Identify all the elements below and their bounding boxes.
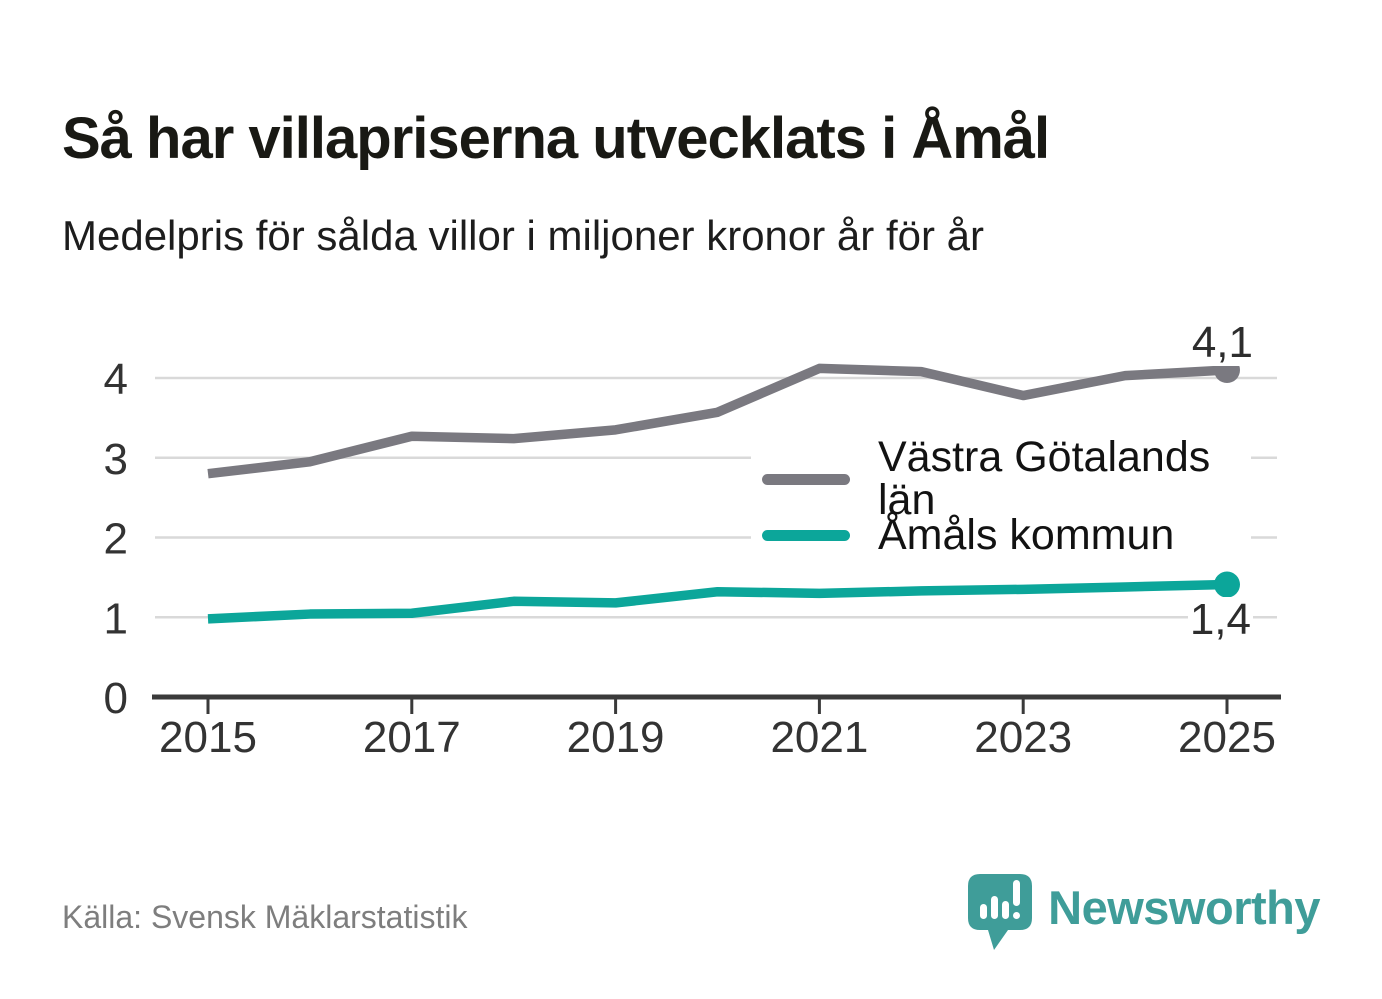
series-line-1	[207, 579, 1228, 624]
y-tick-label-1: 1	[104, 594, 128, 643]
page-title: Så har villapriserna utvecklats i Åmål	[62, 105, 1050, 171]
x-tick-label-2021: 2021	[770, 713, 868, 762]
logo-wordmark: Newsworthy	[1048, 880, 1320, 934]
source-label: Källa: Svensk Mäklarstatistik	[62, 899, 468, 935]
newsworthy-logo: Newsworthy	[968, 874, 1320, 952]
legend-label: Västra Götalands län	[878, 433, 1211, 524]
page-subtitle: Medelpris för sålda villor i miljoner kr…	[62, 212, 984, 259]
y-tick-label-2: 2	[104, 515, 128, 564]
y-tick-label-0: 0	[104, 674, 128, 723]
chart-legend: Västra Götalands län Åmåls kommun	[751, 436, 1251, 566]
y-tick-label-3: 3	[104, 435, 128, 484]
x-tick-label-2019: 2019	[567, 713, 665, 762]
x-tick-label-2015: 2015	[159, 713, 257, 762]
legend-item-amals-kommun: Åmåls kommun	[751, 507, 1251, 563]
x-tick-label-2023: 2023	[974, 713, 1072, 762]
legend-item-vastra-gotalands-lan: Västra Götalands län	[751, 436, 1251, 522]
speech-bubble-chart-icon	[968, 874, 1033, 950]
end-value-label-vastra: 4,1	[1189, 318, 1255, 367]
end-value-label-amal: 1,4	[1187, 595, 1253, 644]
legend-swatch-gray-line	[762, 473, 850, 485]
series-end-dot-1	[1214, 571, 1240, 598]
y-tick-label-4: 4	[104, 355, 128, 404]
legend-swatch-teal-line	[762, 529, 850, 541]
x-tick-label-2017: 2017	[363, 713, 461, 762]
legend-label: Åmåls kommun	[878, 510, 1175, 559]
x-tick-label-2025: 2025	[1178, 713, 1276, 762]
series-line-0	[207, 363, 1228, 479]
